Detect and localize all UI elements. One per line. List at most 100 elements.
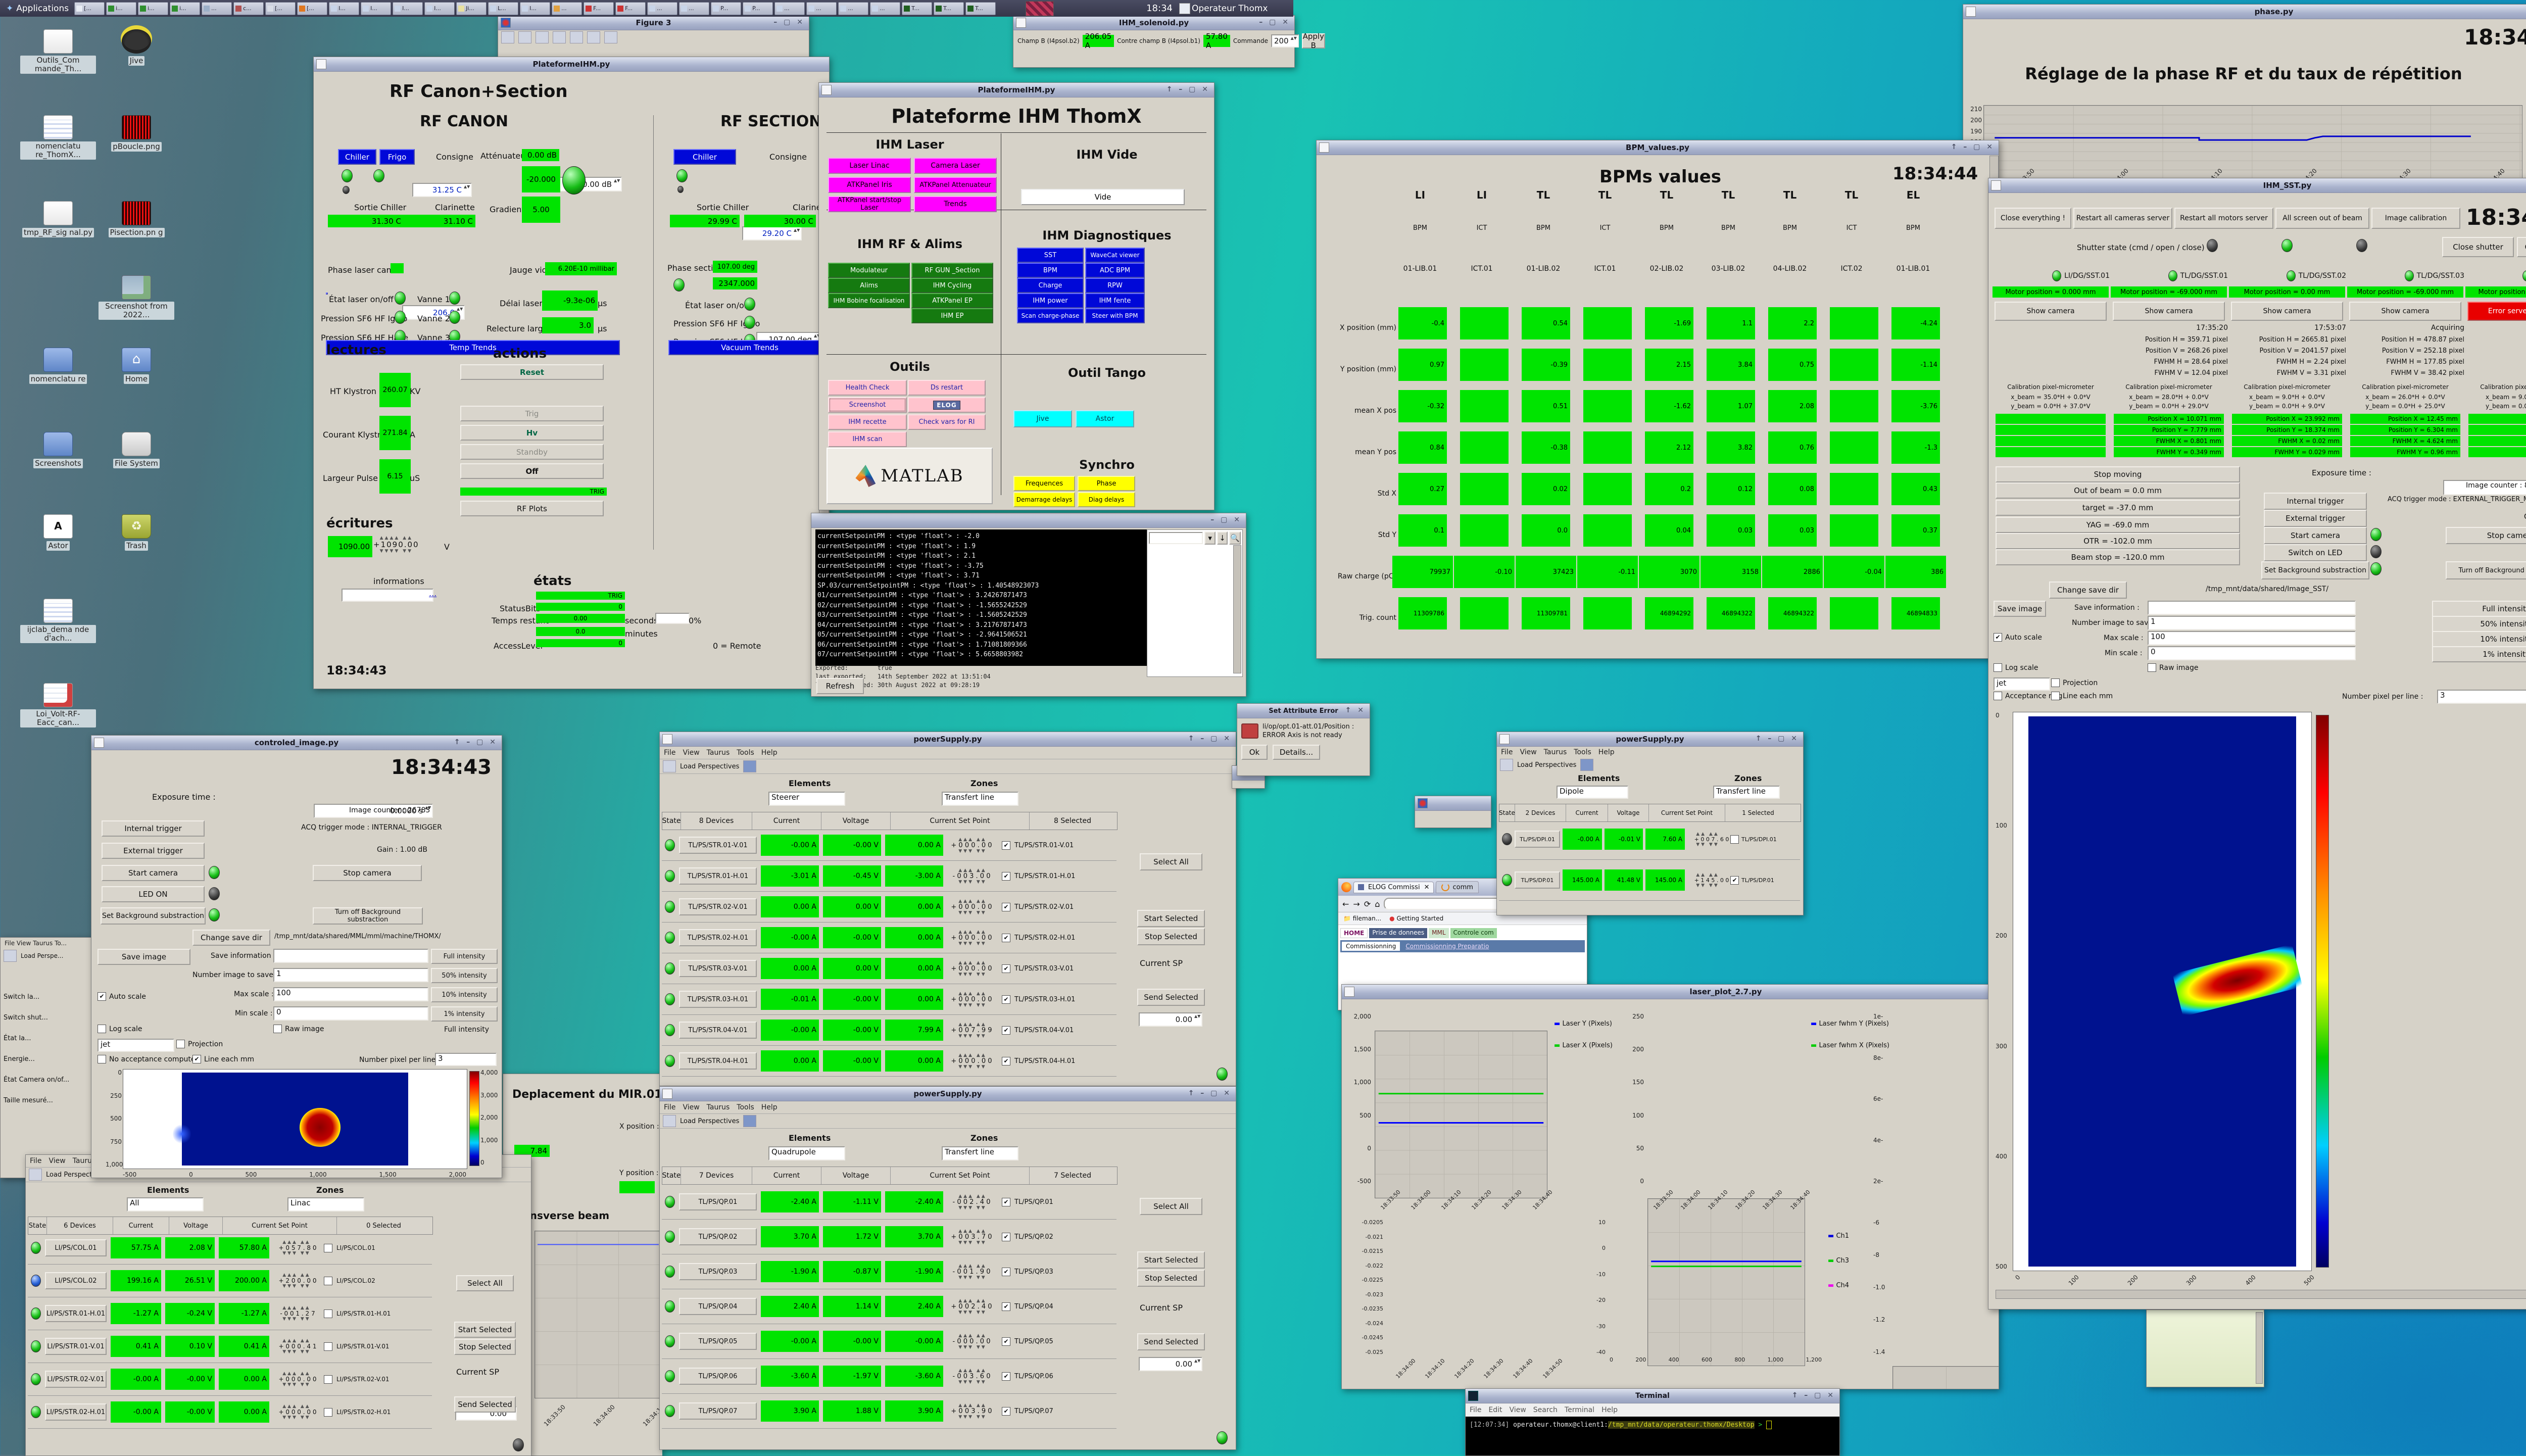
standby-button[interactable]: Standby bbox=[460, 444, 604, 460]
max-scale-field[interactable]: 100 bbox=[2148, 631, 2356, 645]
window-buttons[interactable]: – ▢ ✕ bbox=[773, 18, 805, 26]
setpoint-spinner[interactable]: ▲▲▲ ▲▲+ 0 5 7 . 8 0▼▼▼ ▼▼ bbox=[273, 1240, 320, 1255]
device-button[interactable]: TL/PS/STR.02-H.01 bbox=[679, 929, 757, 946]
device-button[interactable]: LI/PS/STR.01-H.01 bbox=[45, 1305, 107, 1322]
perspectives-icon[interactable] bbox=[1500, 759, 1513, 771]
setpoint-spinner[interactable]: ▲▲▲ ▲▲- 0 0 1 . 2 7▼▼▼ ▼▼ bbox=[273, 1306, 320, 1321]
select-checkbox[interactable] bbox=[324, 1244, 332, 1252]
close-tab-icon[interactable]: ✕ bbox=[1424, 884, 1430, 891]
bpm-button[interactable]: BPM bbox=[1017, 263, 1084, 278]
select-checkbox[interactable] bbox=[1002, 995, 1010, 1004]
task-button[interactable]: i... bbox=[106, 2, 136, 15]
dropdown-button[interactable]: ▾ bbox=[1204, 531, 1215, 545]
load-perspectives[interactable]: Load Perspectives bbox=[680, 1118, 739, 1125]
setpoint-spinner[interactable]: ▲▲ ▲▲+ 1 4 5 . 0 0▼▼ ▼▼ bbox=[1687, 873, 1728, 888]
ihm-scan-button[interactable]: IHM scan bbox=[828, 431, 907, 447]
home-icon[interactable]: ⌂ bbox=[1375, 899, 1380, 909]
setpoint-spinner[interactable]: ▲▲▲ ▲▲- 0 0 2 . 4 0▼▼▼ ▼▼ bbox=[947, 1194, 998, 1210]
device-button[interactable]: TL/PS/QP.06 bbox=[679, 1368, 757, 1385]
down-arrow-button[interactable]: ↓ bbox=[1217, 531, 1228, 545]
colormap-dropdown[interactable]: jet bbox=[1994, 677, 2050, 691]
off-button[interactable]: Off bbox=[460, 463, 604, 479]
zones-dropdown[interactable]: Linac bbox=[287, 1197, 364, 1211]
task-button[interactable]: ... bbox=[774, 2, 805, 15]
controled-titlebar[interactable]: controled_image.py↑ – ▢ ✕ bbox=[91, 736, 502, 750]
start-selected-button[interactable]: Start Selected bbox=[454, 1322, 516, 1338]
select-all-button[interactable]: Select All bbox=[456, 1275, 514, 1291]
task-button[interactable]: I... bbox=[393, 2, 423, 15]
rf-gun-section-button[interactable]: RF GUN _Section bbox=[911, 263, 993, 278]
rpw-button[interactable]: RPW bbox=[1085, 278, 1145, 293]
wavecat-viewer-button[interactable]: WaveCat viewer bbox=[1085, 248, 1145, 263]
zoom-icon[interactable] bbox=[570, 31, 583, 43]
browser-tab[interactable]: comm bbox=[1436, 881, 1478, 893]
current-sp-field[interactable]: 0.00 bbox=[1139, 1012, 1202, 1027]
ihm-power-button[interactable]: IHM power bbox=[1017, 293, 1084, 308]
device-button[interactable]: TL/PS/DP.01 bbox=[1515, 871, 1560, 889]
all-screen-out-button[interactable]: All screen out of beam bbox=[2275, 208, 2369, 229]
save-icon[interactable] bbox=[1580, 759, 1593, 771]
elog-commissioning-tab[interactable]: Commissionning bbox=[1342, 942, 1400, 951]
open-shutter-button[interactable]: Open shutter bbox=[2517, 237, 2526, 257]
laser-titlebar[interactable]: laser_plot_2.7.py bbox=[1342, 985, 1999, 999]
select-checkbox[interactable] bbox=[1002, 1057, 1010, 1065]
back-icon[interactable]: ← bbox=[1342, 899, 1349, 909]
intensity-10-button[interactable]: 10% intensity bbox=[2432, 631, 2526, 647]
elog-prise-link[interactable]: Prise de donnees bbox=[1369, 928, 1427, 938]
rf-titlebar[interactable]: PlateformeIHM.py bbox=[314, 57, 829, 72]
intensity-1-button[interactable]: 1% intensity bbox=[2432, 646, 2526, 662]
ps-titlebar[interactable]: powerSupply.py↑ – ▢ ✕ bbox=[1497, 732, 1803, 747]
select-checkbox[interactable] bbox=[324, 1309, 332, 1318]
desktop-icon[interactable]: Jive bbox=[99, 29, 174, 66]
device-button[interactable]: TL/PS/STR.04-V.01 bbox=[679, 1022, 757, 1039]
yag-button[interactable]: YAG = -69.0 mm bbox=[1996, 517, 2240, 533]
stop-camera-button[interactable]: Stop camera bbox=[2446, 527, 2526, 544]
desktop-icon[interactable]: Pisection.pn g bbox=[99, 201, 174, 237]
window-buttons[interactable]: ↑ – ▢ ✕ bbox=[1188, 735, 1232, 743]
setpoint-spinner[interactable]: ▲▲▲ ▲▲+ 2 0 0 . 0 0▼▼▼ ▼▼ bbox=[273, 1273, 320, 1288]
out-of-beam-button[interactable]: Out of beam = 0.0 mm bbox=[1996, 482, 2240, 499]
console-titlebar[interactable]: – ▢ ✕ bbox=[811, 513, 1246, 528]
device-button[interactable]: LI/PS/STR.02-H.01 bbox=[45, 1403, 107, 1421]
search-icon[interactable]: 🔍 bbox=[1229, 531, 1241, 545]
app-tile-icon[interactable] bbox=[1026, 1, 1054, 16]
frigo-button[interactable]: Frigo bbox=[379, 149, 415, 165]
line-each-mm-checkbox[interactable] bbox=[2051, 692, 2060, 700]
solenoid-titlebar[interactable]: IHM_solenoid.py– ▢ ✕ bbox=[1013, 16, 1294, 30]
intensity-10-button[interactable]: 10% intensity bbox=[431, 987, 498, 1002]
window-buttons[interactable]: ↑ – ▢ ✕ bbox=[1792, 1391, 1835, 1399]
trends-button[interactable]: Trends bbox=[914, 196, 997, 212]
bpm-titlebar[interactable]: BPM_values.py↑ – ▢ ✕ bbox=[1317, 140, 1999, 155]
elements-dropdown[interactable]: All bbox=[127, 1197, 204, 1211]
setpoint-spinner[interactable]: ▲▲▲ ▲▲+ 0 0 0 . 0 0▼▼▼ ▼▼ bbox=[947, 992, 998, 1007]
projection-checkbox[interactable] bbox=[176, 1040, 185, 1048]
bobine-focalisation-button[interactable]: IHM Bobine focalisation bbox=[828, 293, 910, 308]
desktop-icon[interactable]: AAstor bbox=[20, 514, 96, 551]
menu-bar[interactable]: FileViewTaurusToolsHelp bbox=[1497, 747, 1803, 758]
atkpanel-iris-button[interactable]: ATKPanel Iris bbox=[828, 177, 911, 193]
alims-button[interactable]: Alims bbox=[828, 278, 910, 293]
select-checkbox[interactable] bbox=[1002, 1407, 1010, 1416]
task-button[interactable]: ... bbox=[870, 2, 900, 15]
desktop-icon[interactable]: ijclab_dema nde d'ach... bbox=[20, 599, 96, 643]
beam-stop-button[interactable]: Beam stop = -120.0 mm bbox=[1996, 549, 2240, 565]
select-checkbox[interactable] bbox=[324, 1408, 332, 1417]
zones-dropdown[interactable]: Transfert line bbox=[942, 792, 1018, 806]
external-trigger-button[interactable]: External trigger bbox=[2264, 510, 2367, 527]
min-scale-field[interactable]: 0 bbox=[2148, 646, 2356, 660]
setpoint-spinner[interactable]: ▲▲▲ ▲▲- 0 0 0 . 0 0▼▼▼ ▼▼ bbox=[947, 1334, 998, 1349]
stop-moving-button[interactable]: Stop moving bbox=[1996, 466, 2240, 482]
restart-cameras-button[interactable]: Restart all cameras server bbox=[2073, 208, 2172, 229]
setpoint-spinner[interactable]: ▲▲▲ ▲▲+ 0 0 0 . 0 0▼▼▼ ▼▼ bbox=[273, 1372, 320, 1387]
zones-dropdown[interactable]: Transfert line bbox=[1713, 786, 1780, 799]
task-button[interactable]: [... bbox=[297, 2, 327, 15]
stop-selected-button[interactable]: Stop Selected bbox=[1137, 1270, 1205, 1287]
log-scale-checkbox[interactable] bbox=[1994, 663, 2002, 672]
desktop-icon[interactable]: ⌂Home bbox=[99, 348, 174, 384]
forward-icon[interactable] bbox=[536, 31, 549, 43]
setpoint-spinner[interactable]: ▲▲▲ ▲▲+ 0 0 0 . 0 0▼▼▼ ▼▼ bbox=[947, 838, 998, 853]
switch-on-led-button[interactable]: Switch on LED bbox=[2264, 544, 2367, 561]
ihm-fente-button[interactable]: IHM fente bbox=[1085, 293, 1145, 308]
ihm-recette-button[interactable]: IHM recette bbox=[828, 414, 907, 430]
select-checkbox[interactable] bbox=[1002, 1198, 1010, 1206]
